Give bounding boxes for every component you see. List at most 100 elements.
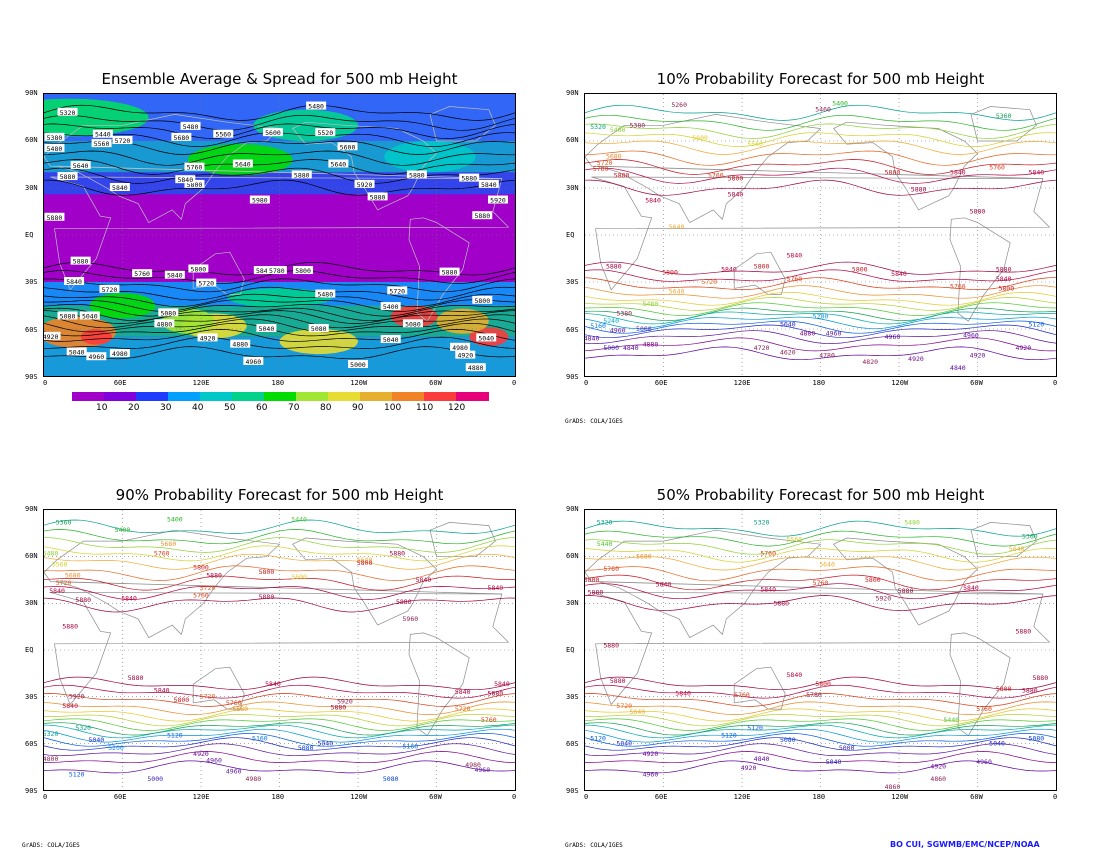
lon-tick-label: 120E xyxy=(733,793,751,801)
contour-line xyxy=(44,519,515,534)
contour-label: 5880 xyxy=(1032,674,1048,682)
contour-label: 5880 xyxy=(1022,686,1038,694)
contour-line xyxy=(585,132,1056,147)
lon-tick-label: 180 xyxy=(812,379,826,387)
contour-line xyxy=(585,708,1056,722)
contour-label: 5840 xyxy=(760,585,776,593)
contour-label-bg xyxy=(406,170,427,179)
contour-line xyxy=(585,548,1056,563)
contour-label: 4960 xyxy=(643,770,659,778)
contour-line xyxy=(44,123,515,139)
coastline xyxy=(591,592,1051,706)
contour-label-bg xyxy=(57,107,78,116)
contour-label: 5080 xyxy=(160,309,176,317)
contour-label: 5760 xyxy=(708,171,724,179)
lat-tick-label: 30N xyxy=(25,599,38,607)
contour-label: 5880 xyxy=(970,208,986,216)
contour-label-bg xyxy=(476,333,497,342)
contour-label: 4920 xyxy=(457,352,473,360)
contour-line xyxy=(585,307,1056,321)
contour-label: 5040 xyxy=(69,349,85,357)
contour-line xyxy=(44,743,515,757)
contour-label: 5880 xyxy=(442,269,458,277)
contour-label: 4880 xyxy=(157,320,173,328)
contour-label: 5120 xyxy=(1029,320,1045,328)
contour-label-bg xyxy=(380,334,401,343)
contour-line xyxy=(44,314,515,329)
contour-label: 5040 xyxy=(82,312,98,320)
contour-label: 5680 xyxy=(174,134,190,142)
contour-label: 5880 xyxy=(294,171,310,179)
contour-line xyxy=(44,104,515,121)
contour-label: 5120 xyxy=(69,770,85,778)
contour-label: 5840 xyxy=(154,686,170,694)
contour-line xyxy=(44,708,515,722)
contour-label: 5880 xyxy=(610,677,626,685)
contour-label: 5080 xyxy=(780,736,796,744)
contour-label-bg xyxy=(315,289,336,298)
lon-tick-label: 0 xyxy=(1053,379,1058,387)
contour-label-bg xyxy=(478,179,499,188)
contour-label: 5040 xyxy=(989,739,1005,747)
coastline xyxy=(429,522,496,558)
contour-label-bg xyxy=(164,270,185,279)
contour-label: 5080 xyxy=(298,744,314,752)
lat-tick-label: 90N xyxy=(566,89,579,97)
contour-label-bg xyxy=(232,159,253,168)
colorbar-label: 80 xyxy=(320,403,332,413)
contour-line xyxy=(44,346,515,360)
contour-line xyxy=(44,737,515,751)
contour-label: 5600 xyxy=(340,143,356,151)
contour-label: 5120 xyxy=(721,732,737,740)
contour-label: 5880 xyxy=(128,674,144,682)
contour-label-bg xyxy=(450,342,471,351)
contour-label: 5080 xyxy=(405,320,421,328)
contour-label: 5800 xyxy=(662,269,678,277)
contour-label-bg xyxy=(171,132,192,141)
contour-label-bg xyxy=(472,295,493,304)
contour-label: 5800 xyxy=(996,685,1012,693)
contour-label-bg xyxy=(70,256,91,265)
contour-label: 5640 xyxy=(819,560,835,568)
lat-tick-label: 60S xyxy=(25,740,38,748)
contour-line xyxy=(44,701,515,715)
contour-label: 5560 xyxy=(215,131,231,139)
contour-label-bg xyxy=(291,170,312,179)
contour-label: 4960 xyxy=(206,756,222,764)
contour-line xyxy=(44,684,515,699)
contour-label: 5760 xyxy=(193,592,209,600)
contour-label-bg xyxy=(487,195,508,204)
contour-label: 5680 xyxy=(65,571,81,579)
contour-label: 5880 xyxy=(1015,627,1031,635)
lon-tick-label: 120W xyxy=(891,793,909,801)
contour-label: 4920 xyxy=(930,763,946,771)
contour-line xyxy=(585,737,1056,751)
contour-label: 5800 xyxy=(585,576,599,584)
contour-label: 5800 xyxy=(865,576,881,584)
panel-title: 10% Probability Forecast for 500 mb Heig… xyxy=(656,70,985,88)
contour-label: 5880 xyxy=(898,587,914,595)
coastline xyxy=(733,666,786,710)
contour-line xyxy=(44,293,515,307)
contour-label: 5480 xyxy=(183,123,199,131)
lon-tick-label: 0 xyxy=(584,793,589,801)
contour-label: 5320 xyxy=(590,123,606,131)
lon-tick-label: 60E xyxy=(654,793,668,801)
contour-label: 5080 xyxy=(60,312,76,320)
contour-label: 5380 xyxy=(630,121,646,129)
contour-label-bg xyxy=(180,121,201,130)
contour-line xyxy=(44,676,515,691)
contour-line xyxy=(44,114,515,131)
contour-label: 5800 xyxy=(728,175,744,183)
contour-line xyxy=(585,140,1056,155)
contour-label: 5840 xyxy=(721,265,737,273)
contour-line xyxy=(44,278,515,293)
lon-tick-label: 0 xyxy=(512,793,517,801)
contour-label: 5880 xyxy=(461,175,477,183)
contour-line xyxy=(585,724,1056,739)
colorbar-swatch xyxy=(424,392,457,401)
spread-shading-blob xyxy=(390,305,438,328)
contour-label: 5880 xyxy=(911,186,927,194)
contour-label: 5880 xyxy=(389,550,405,558)
